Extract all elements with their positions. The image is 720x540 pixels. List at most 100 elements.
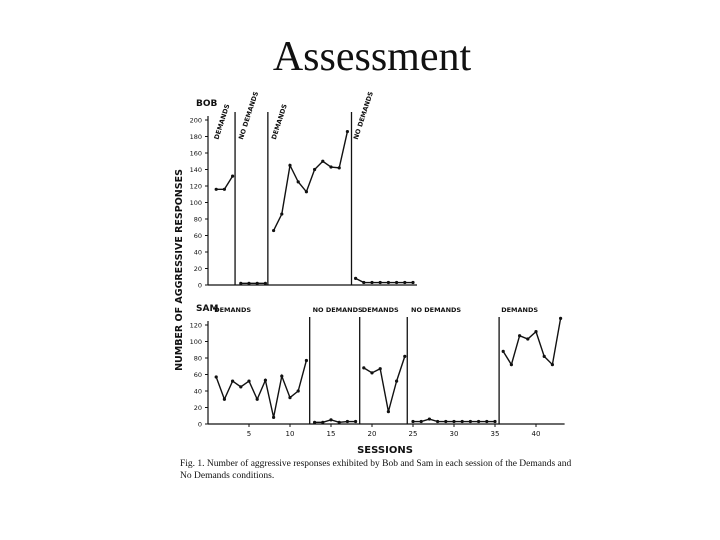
data-point	[231, 174, 235, 178]
caption: Fig. 1. Number of aggressive responses e…	[180, 459, 572, 481]
series-line	[272, 131, 349, 231]
data-point	[493, 419, 497, 424]
data-point	[386, 280, 390, 285]
data-point	[354, 276, 358, 280]
data-point	[239, 281, 243, 285]
data-point	[255, 397, 259, 401]
data-point	[214, 375, 218, 379]
x-tick-label: 30	[450, 430, 459, 438]
data-point	[559, 316, 563, 320]
y-tick-label: 60	[194, 371, 202, 379]
data-point	[329, 418, 333, 422]
data-point	[501, 349, 505, 353]
series-line	[216, 175, 234, 190]
series-line	[502, 318, 562, 367]
data-point	[247, 379, 251, 383]
y-tick-label: 100	[190, 199, 202, 207]
data-point	[370, 371, 374, 375]
data-point	[304, 190, 308, 194]
y-tick-label: 40	[194, 388, 202, 396]
data-point	[304, 358, 308, 363]
data-point	[477, 419, 481, 424]
y-tick-label: 20	[194, 265, 202, 273]
phase-label: DEMANDS	[501, 306, 538, 314]
y-tick-label: 140	[190, 166, 202, 174]
phase-label: DEMANDS	[270, 103, 289, 141]
chart-title: SAM	[196, 304, 218, 314]
data-point	[255, 281, 259, 285]
x-tick-label: 20	[368, 430, 377, 438]
phase-label: DEMANDS	[362, 306, 399, 314]
phase-label: DEMANDS	[214, 306, 251, 314]
y-tick-label: 100	[190, 338, 202, 346]
y-tick-label: 40	[194, 249, 202, 257]
y-tick-label: 180	[190, 133, 202, 141]
y-tick-label: 200	[190, 117, 202, 125]
data-point	[411, 419, 415, 424]
data-point	[263, 281, 267, 285]
x-tick-label: 10	[286, 430, 295, 438]
data-point	[509, 363, 513, 367]
data-point	[534, 330, 538, 334]
data-point	[280, 212, 284, 216]
x-tick-label: 35	[491, 430, 500, 438]
y-axis-label: NUMBER OF AGGRESSIVE RESPONSES	[174, 169, 185, 371]
data-point	[370, 280, 374, 285]
data-point	[411, 280, 415, 285]
data-point	[419, 419, 423, 424]
chart-title: BOB	[196, 99, 218, 109]
y-tick-label: 60	[194, 232, 202, 240]
data-point	[280, 374, 284, 378]
x-tick-label: 15	[327, 430, 336, 438]
x-axis-label: SESSIONS	[357, 445, 413, 456]
x-tick-label: 40	[532, 430, 541, 438]
data-point	[247, 281, 251, 285]
data-point	[354, 419, 358, 424]
data-point	[395, 379, 399, 383]
data-point	[518, 334, 522, 338]
data-point	[296, 389, 300, 393]
data-point	[542, 354, 546, 358]
data-point	[337, 420, 341, 424]
data-point	[345, 419, 349, 424]
phase-label: NO DEMANDS	[313, 306, 363, 314]
data-point	[403, 280, 407, 285]
y-tick-label: 0	[198, 421, 202, 429]
data-point	[386, 410, 390, 414]
data-point	[272, 415, 276, 419]
data-point	[427, 417, 431, 421]
data-point	[288, 396, 292, 400]
data-point	[263, 378, 267, 382]
data-point	[231, 379, 235, 383]
series-line	[215, 360, 308, 418]
data-point	[345, 129, 349, 134]
data-point	[222, 187, 226, 191]
data-point	[485, 419, 489, 424]
y-tick-label: 120	[190, 183, 202, 191]
data-point	[403, 354, 407, 358]
x-tick-label: 5	[247, 430, 251, 438]
data-point	[239, 385, 243, 389]
data-point	[321, 420, 325, 424]
y-tick-label: 80	[194, 216, 202, 224]
phase-label: NO DEMANDS	[411, 306, 461, 314]
data-point	[337, 166, 341, 170]
data-point	[550, 363, 555, 367]
y-tick-label: 120	[190, 322, 202, 330]
y-tick-label: 0	[198, 282, 202, 290]
data-point	[526, 337, 530, 341]
y-tick-label: 80	[194, 355, 202, 363]
data-point	[395, 280, 399, 285]
data-point	[378, 367, 382, 371]
series-line	[363, 356, 406, 412]
data-point	[362, 366, 366, 370]
data-point	[321, 159, 325, 163]
data-point	[436, 419, 440, 424]
data-point	[362, 280, 366, 285]
data-point	[329, 165, 333, 169]
phase-label: NO DEMANDS	[352, 90, 375, 140]
data-point	[452, 419, 456, 424]
data-point	[214, 187, 218, 191]
